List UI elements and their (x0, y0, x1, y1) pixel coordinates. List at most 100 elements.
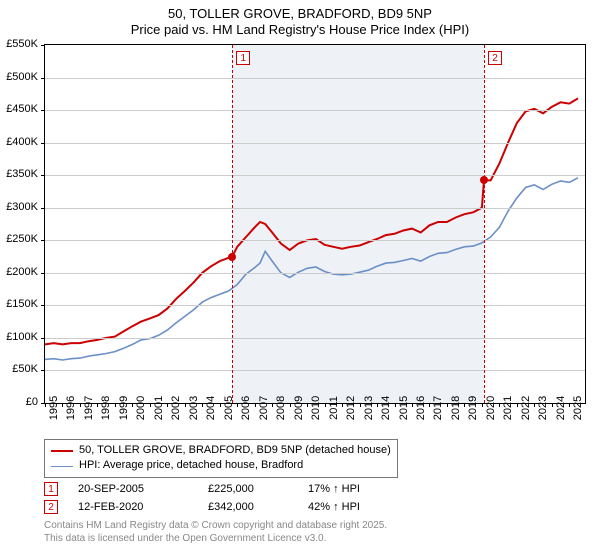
x-tick-label: 2015 (398, 396, 410, 420)
y-tick (41, 338, 45, 339)
y-tick-label: £350K (6, 168, 38, 180)
reference-pct: 17% ↑ HPI (308, 483, 398, 495)
y-tick-label: £150K (6, 298, 38, 310)
y-tick-label: £100K (6, 331, 38, 343)
data-point (480, 176, 488, 184)
x-tick-label: 2025 (572, 396, 584, 420)
legend-row: HPI: Average price, detached house, Brad… (51, 458, 391, 473)
legend-row: 50, TOLLER GROVE, BRADFORD, BD9 5NP (det… (51, 443, 391, 458)
legend-swatch (51, 450, 73, 452)
reference-pct: 42% ↑ HPI (308, 501, 398, 513)
gridline-y (45, 208, 585, 209)
data-point (228, 253, 236, 261)
y-tick-label: £500K (6, 71, 38, 83)
x-tick-label: 2013 (363, 396, 375, 420)
reference-price: £225,000 (208, 483, 308, 495)
x-tick-label: 2009 (293, 396, 305, 420)
reference-price: £342,000 (208, 501, 308, 513)
legend-label: HPI: Average price, detached house, Brad… (79, 458, 303, 473)
x-tick-label: 2006 (240, 396, 252, 420)
x-tick-label: 1996 (65, 396, 77, 420)
x-tick-label: 2019 (467, 396, 479, 420)
x-tick-label: 2024 (555, 396, 567, 420)
x-tick-label: 2022 (520, 396, 532, 420)
x-tick-label: 1999 (118, 396, 130, 420)
title-block: 50, TOLLER GROVE, BRADFORD, BD9 5NP Pric… (0, 0, 600, 37)
gridline-y (45, 175, 585, 176)
title-line2: Price paid vs. HM Land Registry's House … (0, 22, 600, 38)
x-tick-label: 2005 (223, 396, 235, 420)
y-tick-label: £50K (12, 363, 38, 375)
gridline-y (45, 78, 585, 79)
y-tick (41, 240, 45, 241)
x-tick-label: 2000 (135, 396, 147, 420)
gridline-y (45, 240, 585, 241)
title-line1: 50, TOLLER GROVE, BRADFORD, BD9 5NP (0, 6, 600, 22)
x-tick-label: 1997 (83, 396, 95, 420)
x-tick-label: 2010 (310, 396, 322, 420)
x-tick-label: 1995 (48, 396, 60, 420)
chart-svg (45, 45, 585, 403)
y-tick (41, 45, 45, 46)
chart-container: 50, TOLLER GROVE, BRADFORD, BD9 5NP Pric… (0, 0, 600, 560)
y-tick-label: £400K (6, 136, 38, 148)
x-tick-label: 2016 (415, 396, 427, 420)
series-hpi (45, 178, 578, 360)
gridline-y (45, 143, 585, 144)
reference-table: 1 20-SEP-2005£225,00017% ↑ HPI 2 12-FEB-202… (44, 480, 398, 516)
legend-label: 50, TOLLER GROVE, BRADFORD, BD9 5NP (det… (79, 443, 391, 458)
gridline-y (45, 110, 585, 111)
footer-line2: This data is licensed under the Open Gov… (44, 533, 387, 546)
x-tick-label: 2007 (258, 396, 270, 420)
x-tick-label: 2014 (380, 396, 392, 420)
gridline-y (45, 338, 585, 339)
gridline-y (45, 273, 585, 274)
y-tick-label: £550K (6, 38, 38, 50)
y-tick (41, 175, 45, 176)
y-tick-label: £0 (26, 396, 38, 408)
reference-line (232, 45, 233, 403)
y-tick (41, 208, 45, 209)
x-tick-label: 1998 (100, 396, 112, 420)
y-tick-label: £450K (6, 103, 38, 115)
x-tick-label: 2004 (205, 396, 217, 420)
plot-area: 12 (44, 44, 586, 404)
x-tick-label: 2002 (170, 396, 182, 420)
y-tick (41, 78, 45, 79)
reference-row-marker: 1 (44, 482, 58, 496)
reference-marker: 2 (488, 51, 502, 65)
y-tick-label: £200K (6, 266, 38, 278)
x-tick-label: 2001 (153, 396, 165, 420)
reference-row: 1 20-SEP-2005£225,00017% ↑ HPI (44, 480, 398, 498)
reference-row: 2 12-FEB-2020£342,00042% ↑ HPI (44, 498, 398, 516)
footer-line1: Contains HM Land Registry data © Crown c… (44, 520, 387, 533)
reference-date: 12-FEB-2020 (78, 501, 208, 513)
y-tick (41, 110, 45, 111)
reference-marker: 1 (236, 51, 250, 65)
x-tick-label: 2018 (450, 396, 462, 420)
reference-line (484, 45, 485, 403)
y-tick (41, 370, 45, 371)
reference-date: 20-SEP-2005 (78, 483, 208, 495)
x-tick-label: 2021 (502, 396, 514, 420)
x-tick-label: 2023 (537, 396, 549, 420)
x-tick-label: 2020 (485, 396, 497, 420)
legend-swatch (51, 466, 73, 467)
x-tick-label: 2011 (328, 396, 340, 420)
x-tick-label: 2017 (432, 396, 444, 420)
gridline-y (45, 370, 585, 371)
y-tick (41, 305, 45, 306)
x-tick-label: 2012 (345, 396, 357, 420)
footer: Contains HM Land Registry data © Crown c… (44, 520, 387, 545)
series-price_paid (45, 98, 578, 344)
x-axis: 1995199619971998199920002001200220032004… (44, 404, 586, 438)
y-tick-label: £300K (6, 201, 38, 213)
reference-row-marker: 2 (44, 500, 58, 514)
x-tick-label: 2003 (188, 396, 200, 420)
y-tick-label: £250K (6, 233, 38, 245)
y-axis: £0£50K£100K£150K£200K£250K£300K£350K£400… (0, 44, 42, 404)
y-tick (41, 143, 45, 144)
legend: 50, TOLLER GROVE, BRADFORD, BD9 5NP (det… (44, 439, 398, 478)
x-tick-label: 2008 (275, 396, 287, 420)
gridline-y (45, 305, 585, 306)
